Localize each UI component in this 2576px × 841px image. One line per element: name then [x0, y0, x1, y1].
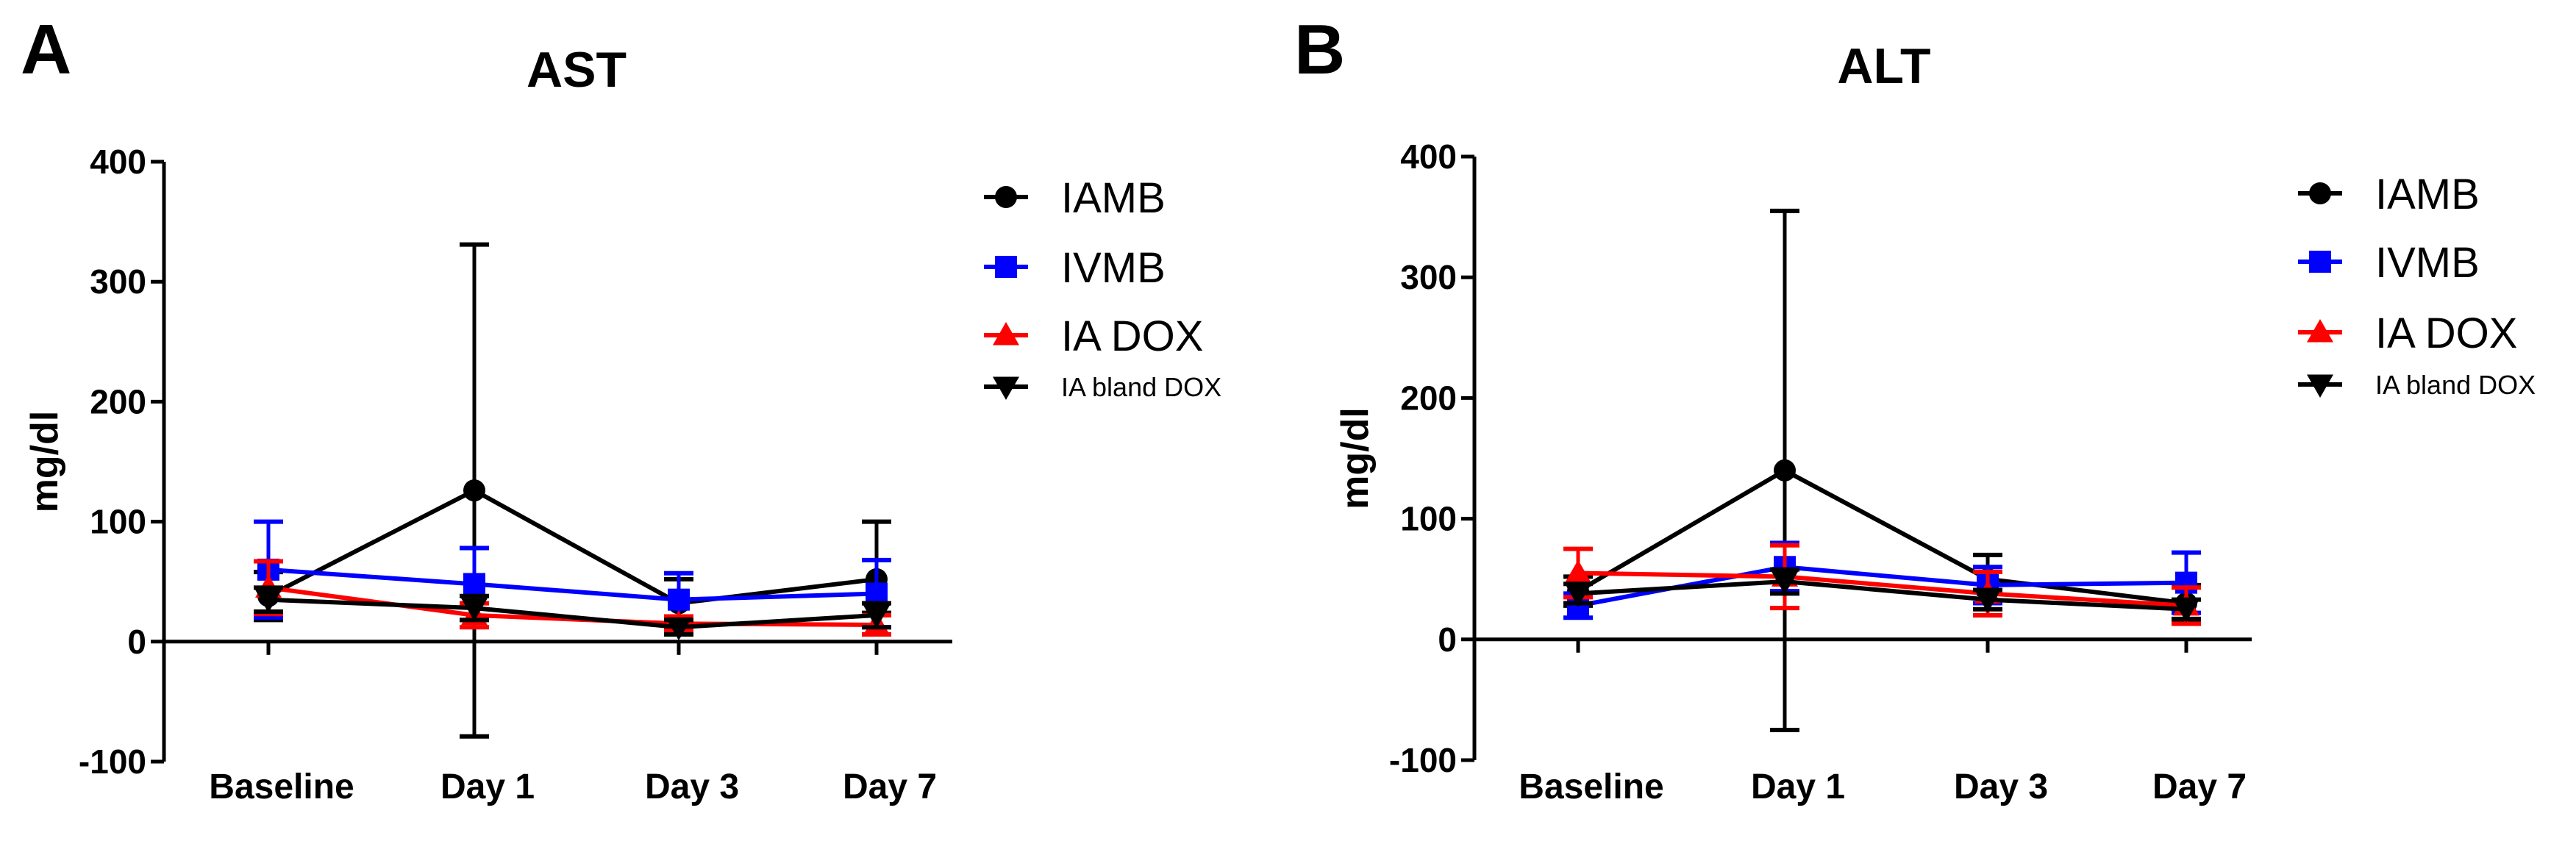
panel-a-series-ivmb-point — [866, 582, 888, 605]
panel-b-title: ALT — [1837, 38, 1930, 94]
legend-label: IA DOX — [1061, 312, 1203, 360]
legend-marker — [993, 376, 1019, 400]
panel-b-series-ia-bland-dox — [1563, 567, 2201, 623]
panel-b-letter: B — [1294, 10, 1345, 89]
legend-marker — [993, 322, 1019, 346]
panel-b-y-tick-label: 400 — [1400, 137, 1457, 176]
legend-label: IA bland DOX — [2375, 370, 2536, 400]
panel-a-x-tick-label: Baseline — [209, 767, 354, 806]
panel-a-series-ivmb-point — [463, 573, 485, 595]
panel-a-legend-ivmb: IVMB — [984, 244, 1166, 292]
panel-b-series-ia-bland-dox-point — [1772, 571, 1798, 595]
panel-b-series-ia-bland-dox-point — [1565, 583, 1591, 607]
panel-b-series-ia-bland-dox-line — [1577, 579, 2187, 612]
panel-b-series-ia-bland-dox-point — [2173, 599, 2199, 623]
panel-b-series-iamb — [1563, 208, 2201, 732]
legend-marker — [2309, 251, 2331, 273]
panel-a-y-tick-label: 0 — [127, 623, 146, 661]
panel-a-series-iamb — [254, 242, 891, 739]
panel-b-y-tick-label: 200 — [1400, 379, 1457, 417]
panel-a-legend-ia-dox: IA DOX — [984, 312, 1203, 360]
panel-a-series-iamb-point — [463, 479, 485, 502]
panel-a-series-ia-bland-dox-point — [461, 598, 488, 622]
panel-a-series-ia-bland-dox — [254, 585, 891, 641]
panel-b-x-tick-label: Day 7 — [2152, 767, 2247, 806]
legend-marker — [995, 256, 1017, 278]
panel-a-legend-iamb: IAMB — [984, 174, 1166, 222]
legend-label: IVMB — [1061, 244, 1166, 292]
panel-b-series-iamb-line — [1577, 468, 2187, 606]
panel-a-x-tick-label: Day 7 — [843, 767, 937, 806]
panel-b-legend-iamb: IAMB — [2298, 171, 2480, 218]
legend-marker — [2307, 374, 2333, 398]
panel-b-series-ia-bland-dox-point — [1974, 590, 2001, 613]
panel-a-series-ia-bland-dox-point — [255, 590, 282, 613]
panel-b-y-tick-label: 0 — [1438, 620, 1457, 659]
panel-a-series-ia-bland-dox-line — [268, 597, 877, 630]
panel-a-series-iamb-line — [267, 488, 877, 606]
panel-b-legend-ivmb: IVMB — [2298, 239, 2480, 287]
legend-marker — [995, 186, 1017, 208]
panel-a-letter: A — [21, 10, 71, 89]
panel-b-y-tick-label: 300 — [1400, 258, 1457, 296]
panel-a-title: AST — [527, 42, 627, 98]
panel-b-y-axis-label: mg/dl — [1334, 407, 1377, 509]
legend-label: IAMB — [1061, 174, 1166, 222]
panel-b-legend-ia-bland-dox: IA bland DOX — [2298, 370, 2536, 400]
panel-b-y-tick-label: -100 — [1389, 741, 1457, 779]
panel-a-y-tick-label: 200 — [90, 382, 146, 420]
panel-b-y-tick-label: 100 — [1400, 500, 1457, 538]
panel-a-series-ia-bland-dox-point — [863, 605, 890, 629]
panel-a-y-tick-label: -100 — [79, 742, 146, 781]
panel-a-series-ivmb — [254, 519, 891, 630]
panel-b-x-tick-label: Baseline — [1519, 767, 1663, 806]
panel-b-series-ia-dox-point — [1565, 559, 1591, 583]
panel-b-x-tick-label: Day 3 — [1954, 767, 2048, 806]
panel-b-series-ia-dox-line — [1577, 570, 2187, 608]
legend-label: IVMB — [2375, 239, 2480, 287]
panel-a-series-ivmb-point — [668, 588, 690, 611]
panel-a-y-tick-label: 100 — [90, 503, 146, 541]
panel-a-y-tick-label: 400 — [90, 143, 146, 181]
panel-b-x-tick-label: Day 1 — [1751, 767, 1845, 806]
panel-a-series-ia-bland-dox-point — [666, 617, 692, 641]
panel-a-y-tick-label: 300 — [90, 262, 146, 301]
panel-a: A AST mg/dl -100 0 100 200 300 400 Baseline Day 1 D… — [21, 10, 1221, 806]
panel-b-series-iamb-point — [1774, 459, 1796, 482]
panel-a-series-ivmb-line — [268, 567, 877, 602]
panel-a-x-tick-label: Day 1 — [440, 767, 535, 806]
legend-label: IA bland DOX — [1061, 372, 1221, 402]
legend-label: IAMB — [2375, 171, 2480, 218]
legend-marker — [2309, 182, 2331, 204]
panel-b: B ALT mg/dl -100 0 100 200 300 400 Baseline Day 1 D… — [1294, 10, 2536, 806]
legend-marker — [2307, 319, 2333, 343]
panel-b-legend-ia-dox: IA DOX — [2298, 309, 2517, 357]
panel-a-y-axis-label: mg/dl — [24, 411, 66, 513]
legend-label: IA DOX — [2375, 309, 2517, 357]
panel-a-legend-ia-bland-dox: IA bland DOX — [984, 372, 1221, 402]
panel-a-x-tick-label: Day 3 — [645, 767, 739, 806]
